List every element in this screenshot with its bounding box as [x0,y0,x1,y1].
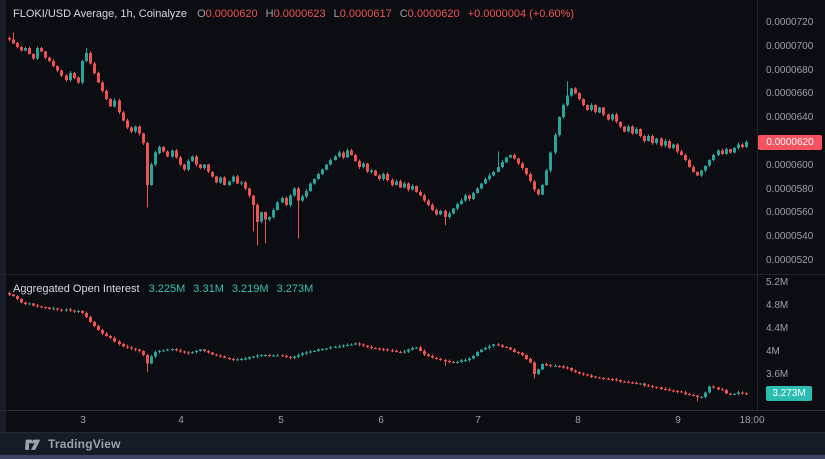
axis-tick-label: 0.0000520 [766,255,814,266]
oi-open: 3.225M [148,283,186,295]
oi-title[interactable]: Aggregated Open Interest [13,283,140,295]
axis-tick-label: 0.0000660 [766,88,814,99]
time-tick-label: 9 [675,415,681,426]
price-axis-border [757,0,758,410]
axis-tick-label: 4.8M [766,300,789,311]
time-axis[interactable]: 3 4 5 6 7 8 9 18:00 [0,410,825,432]
axis-tick-label: 0.0000640 [766,112,814,123]
axis-tick-label: 4.4M [766,323,789,334]
axis-tick-label: 0.0000600 [766,160,814,171]
pane-separator[interactable] [0,274,825,275]
time-tick-label: 4 [178,415,184,426]
axis-tick-label: 0.0000720 [766,17,814,28]
change-value: +0.0000004 (+0.60%) [467,8,575,20]
price-axis[interactable]: 0.0000720 0.0000700 0.0000680 0.0000660 0.00… [757,0,825,410]
time-tick-label: 6 [378,415,384,426]
oi-value-badge: 3.273M [766,386,812,401]
time-tick-label: 7 [475,415,481,426]
symbol-title[interactable]: FLOKI/USD Average, 1h, Coinalyze [13,8,188,20]
window-bottom-edge [0,455,825,459]
open-interest-legend: Aggregated Open Interest 3.225M 3.31M 3.… [13,283,321,295]
close-value: C0.0000620 [399,8,460,20]
left-edge-strip [0,0,6,432]
axis-tick-label: 0.0000580 [766,184,814,195]
last-price-badge: 0.0000620 [758,135,822,150]
oi-high: 3.31M [193,283,224,295]
time-tick-label: 5 [278,415,284,426]
axis-tick-label: 0.0000540 [766,231,814,242]
time-tick-label: 8 [575,415,581,426]
symbol-legend: FLOKI/USD Average, 1h, Coinalyze O0.0000… [13,8,574,20]
time-axis-border [0,410,825,411]
axis-tick-label: 0.0000700 [766,41,814,52]
tradingview-logo-icon[interactable] [25,437,41,451]
axis-tick-label: 3.6M [766,369,789,380]
high-value: H0.0000623 [265,8,326,20]
axis-tick-label: 0.0000680 [766,65,814,76]
axis-tick-label: 4M [766,346,780,357]
oi-low: 3.219M [231,283,269,295]
axis-tick-label: 0.0000560 [766,207,814,218]
chart-area: FLOKI/USD Average, 1h, Coinalyze O0.0000… [0,0,825,432]
tradingview-brand-link[interactable]: TradingView [48,437,121,451]
bottom-bar: TradingView [0,432,825,455]
low-value: L0.0000617 [333,8,392,20]
time-tick-label: 3 [80,415,86,426]
price-candlestick-pane[interactable] [6,0,757,274]
oi-close: 3.273M [276,283,314,295]
open-interest-pane[interactable] [6,274,757,410]
time-tick-label: 18:00 [739,415,765,426]
open-value: O0.0000620 [197,8,258,20]
axis-tick-label: 5.2M [766,277,789,288]
